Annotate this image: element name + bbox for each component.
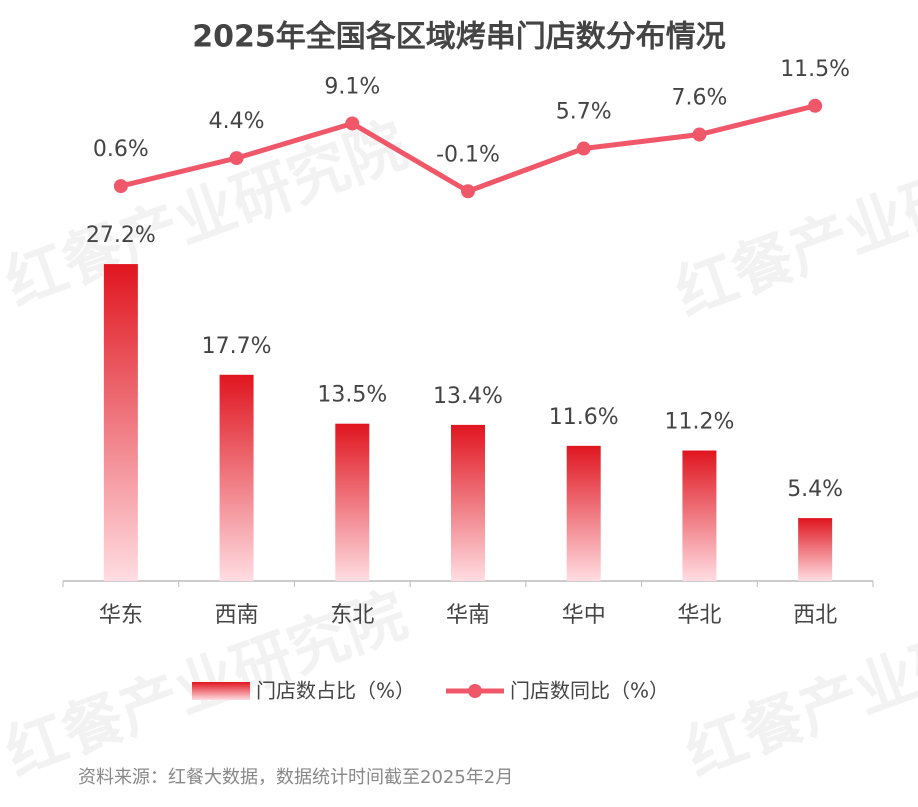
line-point	[808, 98, 823, 113]
watermark: 红餐产业研究院	[0, 110, 415, 319]
x-tick-label: 华南	[446, 603, 490, 628]
x-tick-label: 西北	[793, 603, 837, 628]
x-tick-label: 西南	[215, 603, 259, 628]
bar	[798, 518, 833, 581]
bar	[219, 374, 254, 581]
data-label: 11.5%	[780, 57, 850, 82]
bar	[103, 264, 138, 581]
data-label: 4.4%	[209, 109, 265, 134]
data-label: 7.6%	[671, 86, 727, 111]
bar	[566, 445, 601, 581]
bar	[335, 423, 370, 581]
x-tick-label: 华北	[677, 603, 721, 628]
legend-label: 门店数同比（%）	[510, 679, 669, 703]
data-label: 9.1%	[324, 74, 380, 99]
data-label: 13.4%	[433, 384, 503, 409]
data-label: 5.7%	[556, 100, 612, 125]
watermark: 红餐产业研究院	[667, 120, 918, 329]
x-tick-label: 华东	[99, 603, 143, 628]
data-label: -0.1%	[436, 142, 500, 167]
line-point	[113, 179, 128, 194]
line-point	[576, 141, 591, 156]
source-note: 资料来源：红餐大数据，数据统计时间截至2025年2月	[78, 767, 513, 788]
bar	[451, 424, 485, 581]
data-label: 0.6%	[93, 137, 149, 162]
legend-swatch	[192, 682, 250, 700]
line-point	[345, 116, 360, 131]
bar	[682, 450, 717, 581]
line-point	[229, 151, 244, 166]
legend-label: 门店数占比（%）	[256, 679, 415, 703]
line-point	[692, 127, 707, 142]
chart-title: 2025年全国各区域烤串门店数分布情况	[192, 20, 726, 55]
legend-swatch	[468, 684, 482, 698]
data-label: 11.2%	[664, 410, 734, 435]
line-point	[461, 184, 475, 199]
x-tick-label: 东北	[330, 603, 374, 628]
x-tick-label: 华中	[562, 603, 606, 628]
data-label: 13.5%	[317, 383, 387, 408]
data-label: 5.4%	[787, 477, 843, 502]
data-label: 27.2%	[86, 223, 156, 248]
data-label: 11.6%	[549, 405, 619, 430]
data-label: 17.7%	[202, 334, 272, 359]
